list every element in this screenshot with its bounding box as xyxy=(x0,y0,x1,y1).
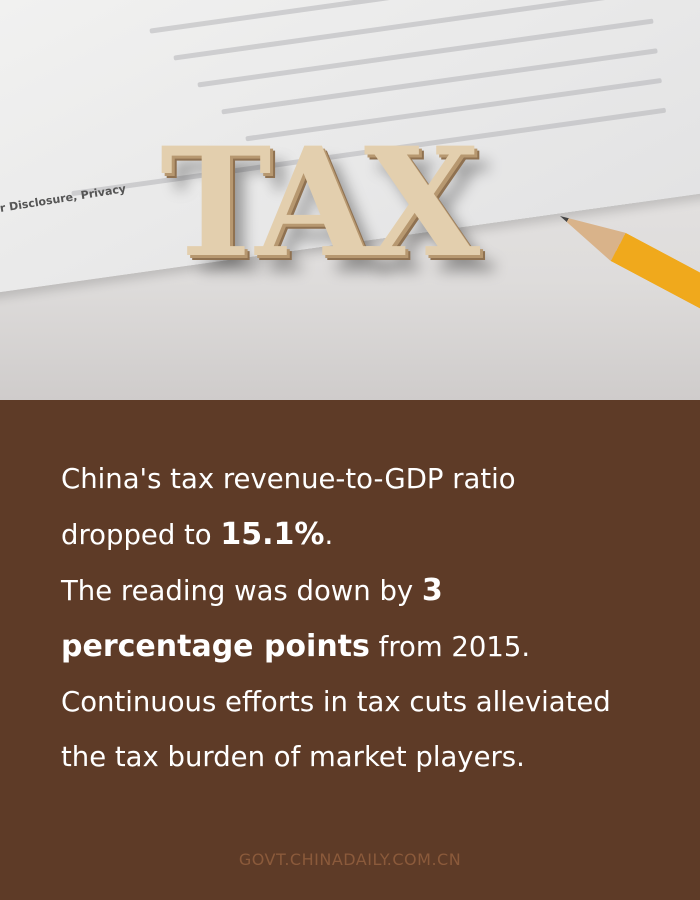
source-footer: GOVT.CHINADAILY.COM.CN xyxy=(238,850,462,869)
summary-text: China's tax revenue-to-GDP ratio dropped… xyxy=(61,452,681,785)
line-6: the tax burden of market players. xyxy=(61,741,525,773)
drop-value: 3 xyxy=(421,573,443,608)
line-3: The reading was down by 3 xyxy=(61,573,443,608)
line-4: percentage points from 2015. xyxy=(61,629,531,664)
wooden-tax-letters: TAX xyxy=(160,115,480,291)
ratio-value: 15.1% xyxy=(220,517,325,552)
line-2: dropped to 15.1%. xyxy=(61,517,334,552)
line-5: Continuous efforts in tax cuts alleviate… xyxy=(61,686,611,718)
line-1: China's tax revenue-to-GDP ratio xyxy=(61,463,516,495)
pencil xyxy=(552,202,700,334)
tax-photo: r Disclosure, Privacy TAX xyxy=(0,0,700,400)
